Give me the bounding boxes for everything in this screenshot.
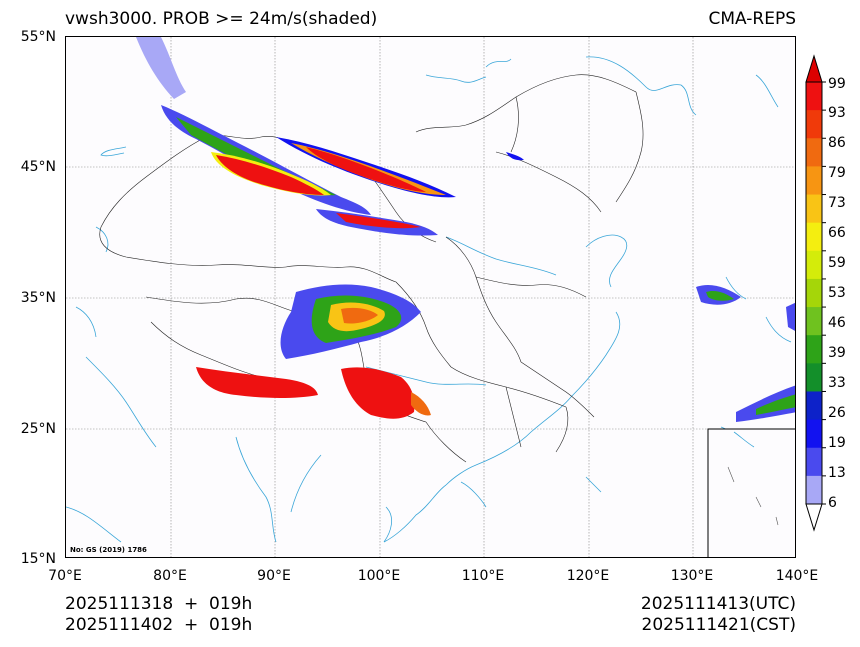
colorbar-segment	[806, 166, 822, 196]
init-time-utc: 2025111318 + 019h	[65, 594, 253, 614]
colorbar-bottom-arrow	[805, 503, 823, 532]
colorbar-segment	[806, 250, 822, 280]
lon-label: 70°E	[48, 568, 82, 584]
lon-label: 120°E	[566, 568, 610, 584]
lon-label: 80°E	[153, 568, 187, 584]
lat-label: 45°N	[20, 159, 56, 175]
colorbar-segment	[806, 138, 822, 167]
colorbar-label: 79	[828, 165, 846, 181]
lon-label: 140°E	[775, 568, 819, 584]
colorbar-label: 73	[828, 195, 846, 211]
colorbar-segment	[806, 447, 822, 477]
south-china-sea-inset	[707, 428, 795, 557]
colorbar-label: 33	[828, 375, 846, 391]
lat-label: 25°N	[20, 421, 56, 437]
colorbar-segment	[806, 82, 822, 111]
valid-time-utc: 2025111413(UTC)	[640, 594, 796, 614]
colorbar-label: 99	[828, 76, 846, 92]
colorbar-segment	[806, 335, 822, 364]
probability-shading	[136, 37, 795, 422]
colorbar-label: 39	[828, 345, 846, 361]
colorbar-segments	[805, 81, 823, 505]
lat-label: 55°N	[20, 29, 56, 45]
map-approval-number: No: GS (2019) 1786	[70, 546, 147, 554]
colorbar-segment	[806, 222, 822, 252]
gridlines	[66, 37, 795, 557]
lon-label: 90°E	[257, 568, 291, 584]
colorbar-segment	[806, 278, 822, 308]
colorbar-label: 26	[828, 405, 846, 421]
colorbar-segment	[806, 110, 822, 139]
lon-label: 100°E	[357, 568, 401, 584]
colorbar-segment	[806, 419, 822, 449]
colorbar-label: 93	[828, 105, 846, 121]
colorbar-label: 46	[828, 315, 846, 331]
colorbar-label: 86	[828, 135, 846, 151]
lon-label: 130°E	[670, 568, 714, 584]
colorbar-segment	[806, 194, 822, 224]
colorbar-segment	[806, 363, 822, 392]
title-left: vwsh3000. PROB >= 24m/s(shaded)	[65, 9, 378, 29]
colorbar-segment	[806, 307, 822, 336]
init-time-block: 2025111318 + 019h 2025111402 + 019h	[65, 594, 252, 636]
title-right: CMA-REPS	[708, 9, 796, 29]
init-time-cst: 2025111402 + 019h	[65, 615, 253, 635]
map-svg	[66, 37, 795, 557]
colorbar-frame	[805, 81, 823, 505]
map-panel: No: GS (2019) 1786	[65, 36, 796, 558]
colorbar-segment	[806, 391, 822, 421]
colorbar-top-arrow	[805, 54, 823, 83]
lon-label: 110°E	[461, 568, 505, 584]
valid-time-block: 2025111413(UTC) 2025111421(CST)	[641, 594, 796, 636]
lat-label: 35°N	[20, 290, 56, 306]
province-boundaries	[99, 74, 644, 463]
colorbar-label: 53	[828, 285, 846, 301]
colorbar-segment	[806, 475, 822, 505]
colorbar-label: 6	[828, 495, 837, 511]
valid-time-cst: 2025111421(CST)	[641, 615, 796, 635]
colorbar-label: 19	[828, 435, 846, 451]
coastlines	[66, 56, 792, 543]
lat-label: 15°N	[20, 551, 56, 567]
colorbar-label: 59	[828, 255, 846, 271]
colorbar-label: 66	[828, 225, 846, 241]
colorbar-label: 13	[828, 465, 846, 481]
